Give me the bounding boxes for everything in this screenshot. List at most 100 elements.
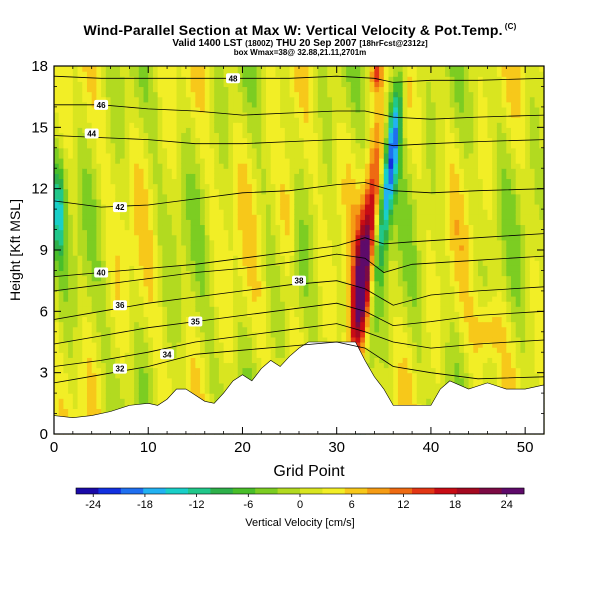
field-cell	[82, 336, 88, 343]
field-cell	[322, 122, 328, 128]
field-cell	[124, 209, 130, 215]
field-cell	[63, 76, 69, 82]
field-cell	[68, 362, 74, 369]
field-cell	[167, 163, 173, 169]
field-cell	[280, 342, 286, 348]
field-cell	[209, 224, 215, 231]
field-cell	[294, 290, 300, 297]
field-cell	[119, 91, 126, 98]
field-cell	[190, 163, 196, 169]
field-cell	[214, 173, 220, 180]
field-cell	[251, 168, 258, 174]
field-cell	[58, 285, 65, 292]
field-cell	[200, 106, 206, 113]
field-cell	[214, 112, 220, 118]
field-cell	[374, 372, 380, 379]
field-cell	[86, 306, 93, 312]
field-cell	[124, 301, 130, 307]
field-cell	[237, 219, 244, 226]
field-cell	[350, 91, 357, 98]
field-cell	[124, 96, 130, 103]
field-cell	[77, 342, 83, 348]
field-cell	[176, 306, 182, 312]
field-cell	[200, 357, 206, 364]
field-cell	[256, 173, 262, 180]
field-cell	[242, 173, 248, 180]
field-cell	[86, 290, 93, 297]
field-cell	[124, 342, 130, 348]
field-cell	[152, 224, 159, 231]
field-cell	[355, 321, 361, 328]
field-cell	[101, 91, 107, 98]
field-cell	[96, 198, 102, 205]
field-cell	[176, 270, 182, 277]
field-cell	[54, 403, 60, 410]
field-cell	[115, 290, 121, 297]
field-cell	[185, 296, 192, 302]
field-cell	[138, 71, 145, 77]
field-cell	[115, 352, 121, 358]
field-cell	[115, 285, 121, 292]
field-cell	[261, 168, 267, 174]
field-cell	[228, 66, 234, 72]
field-cell	[251, 250, 258, 256]
field-cell	[327, 198, 333, 205]
field-cell	[96, 224, 102, 231]
field-cell	[233, 229, 239, 236]
field-cell	[242, 234, 248, 241]
field-cell	[138, 142, 145, 149]
field-cell	[341, 137, 347, 144]
field-cell	[82, 321, 88, 328]
field-cell	[270, 76, 277, 82]
field-cell	[54, 106, 60, 113]
field-cell	[96, 352, 102, 358]
field-cell	[152, 147, 159, 154]
field-cell	[350, 275, 357, 282]
field-cell	[134, 158, 140, 164]
field-cell	[247, 178, 253, 185]
field-cell	[374, 331, 380, 338]
field-cell	[162, 198, 168, 205]
field-cell	[101, 152, 107, 159]
field-cell	[138, 326, 145, 333]
field-cell	[280, 255, 286, 261]
field-cell	[331, 101, 338, 108]
field-cell	[350, 122, 357, 128]
field-cell	[82, 91, 88, 98]
field-cell	[233, 316, 239, 323]
field-cell	[242, 260, 248, 266]
field-cell	[308, 280, 314, 287]
field-cell	[63, 357, 69, 364]
field-cell	[294, 204, 300, 210]
field-cell	[374, 152, 380, 159]
field-cell	[167, 132, 173, 139]
field-cell	[129, 331, 135, 338]
field-cell	[200, 178, 206, 185]
field-cell	[214, 193, 220, 200]
field-cell	[360, 112, 366, 118]
field-cell	[138, 122, 145, 128]
field-cell	[374, 301, 380, 307]
field-cell	[284, 244, 291, 251]
field-cell	[266, 142, 272, 149]
field-cell	[105, 250, 112, 256]
field-cell	[346, 112, 352, 118]
field-cell	[96, 158, 102, 164]
field-cell	[91, 275, 97, 282]
field-cell	[336, 214, 342, 220]
field-cell	[266, 193, 272, 200]
field-cell	[171, 142, 178, 149]
field-cell	[275, 81, 281, 88]
field-cell	[214, 219, 220, 226]
field-cell	[299, 265, 305, 272]
field-cell	[72, 331, 79, 338]
field-cell	[119, 158, 126, 164]
field-cell	[313, 316, 319, 323]
field-cell	[247, 265, 253, 272]
field-cell	[110, 101, 116, 108]
field-cell	[72, 91, 79, 98]
field-cell	[138, 331, 145, 338]
field-cell	[317, 86, 324, 93]
field-cell	[237, 316, 244, 323]
field-cell	[171, 158, 178, 164]
